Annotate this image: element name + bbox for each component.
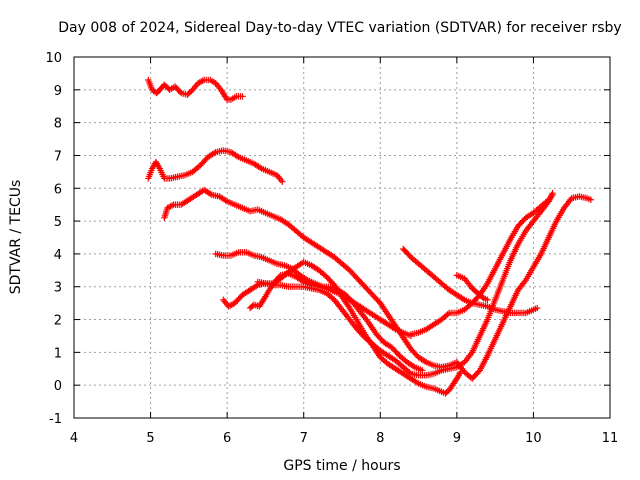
data-point-marker bbox=[534, 304, 541, 312]
data-series bbox=[145, 76, 595, 397]
y-tick-label: 8 bbox=[54, 117, 62, 132]
grid bbox=[74, 57, 610, 418]
data-point-marker bbox=[233, 152, 241, 160]
data-point-marker bbox=[199, 77, 206, 84]
x-tick-label: 10 bbox=[525, 431, 542, 446]
series-track-1 bbox=[145, 76, 246, 103]
y-tick-label: 10 bbox=[45, 51, 62, 66]
series-track-8 bbox=[400, 245, 541, 317]
y-tick-labels: -1 0 1 2 3 4 5 6 7 8 9 10 bbox=[45, 51, 62, 427]
x-axis-label: GPS time / hours bbox=[283, 458, 400, 474]
data-point-marker bbox=[475, 368, 482, 375]
data-point-marker bbox=[222, 197, 229, 204]
data-point-marker bbox=[329, 295, 337, 302]
y-tick-label: 4 bbox=[54, 248, 62, 263]
data-point-marker bbox=[390, 325, 398, 332]
data-point-marker bbox=[239, 93, 246, 100]
data-point-marker bbox=[279, 178, 286, 185]
data-point-marker bbox=[168, 202, 176, 209]
y-tick-label: 2 bbox=[54, 314, 62, 329]
y-tick-label: 6 bbox=[54, 182, 62, 197]
data-point-marker bbox=[587, 196, 595, 203]
data-point-marker bbox=[256, 164, 264, 171]
data-point-marker bbox=[413, 379, 421, 386]
y-tick-label: 1 bbox=[54, 346, 62, 361]
data-point-marker bbox=[406, 369, 413, 376]
x-tick-label: 9 bbox=[453, 431, 461, 446]
x-tick-label: 11 bbox=[602, 431, 619, 446]
y-tick-label: 3 bbox=[54, 281, 62, 296]
series-track-10 bbox=[453, 272, 491, 304]
x-tick-label: 5 bbox=[146, 431, 154, 446]
data-point-marker bbox=[421, 358, 428, 365]
data-point-marker bbox=[176, 88, 184, 95]
chart-title: Day 008 of 2024, Sidereal Day-to-day VTE… bbox=[58, 20, 621, 36]
data-point-marker bbox=[207, 190, 214, 198]
data-point-marker bbox=[253, 282, 260, 290]
plot-frame bbox=[73, 56, 611, 419]
data-point-marker bbox=[457, 368, 464, 376]
y-tick-label: 5 bbox=[54, 215, 62, 230]
data-point-marker bbox=[444, 311, 451, 318]
y-tick-label: -1 bbox=[49, 412, 62, 427]
x-tick-label: 4 bbox=[70, 431, 78, 446]
series-track-9 bbox=[407, 191, 556, 338]
y-tick-label: 9 bbox=[54, 84, 62, 99]
y-tick-label: 0 bbox=[54, 379, 62, 394]
series-track-3 bbox=[161, 186, 595, 382]
data-point-marker bbox=[410, 362, 417, 370]
data-point-marker bbox=[484, 296, 491, 304]
axis-ticks bbox=[73, 56, 611, 419]
series-track-2 bbox=[145, 147, 286, 185]
x-tick-label: 8 bbox=[376, 431, 384, 446]
data-point-marker bbox=[544, 197, 551, 205]
data-point-marker bbox=[549, 191, 556, 199]
x-tick-labels: 4 5 6 7 8 9 10 11 bbox=[70, 431, 618, 446]
y-tick-label: 7 bbox=[54, 149, 62, 164]
series-track-7 bbox=[254, 189, 556, 379]
x-tick-label: 7 bbox=[300, 431, 308, 446]
y-axis-label: SDTVAR / TECUs bbox=[8, 180, 24, 295]
data-point-marker bbox=[298, 277, 306, 285]
data-point-marker bbox=[210, 149, 218, 157]
data-point-marker bbox=[459, 295, 467, 303]
x-tick-label: 6 bbox=[223, 431, 231, 446]
